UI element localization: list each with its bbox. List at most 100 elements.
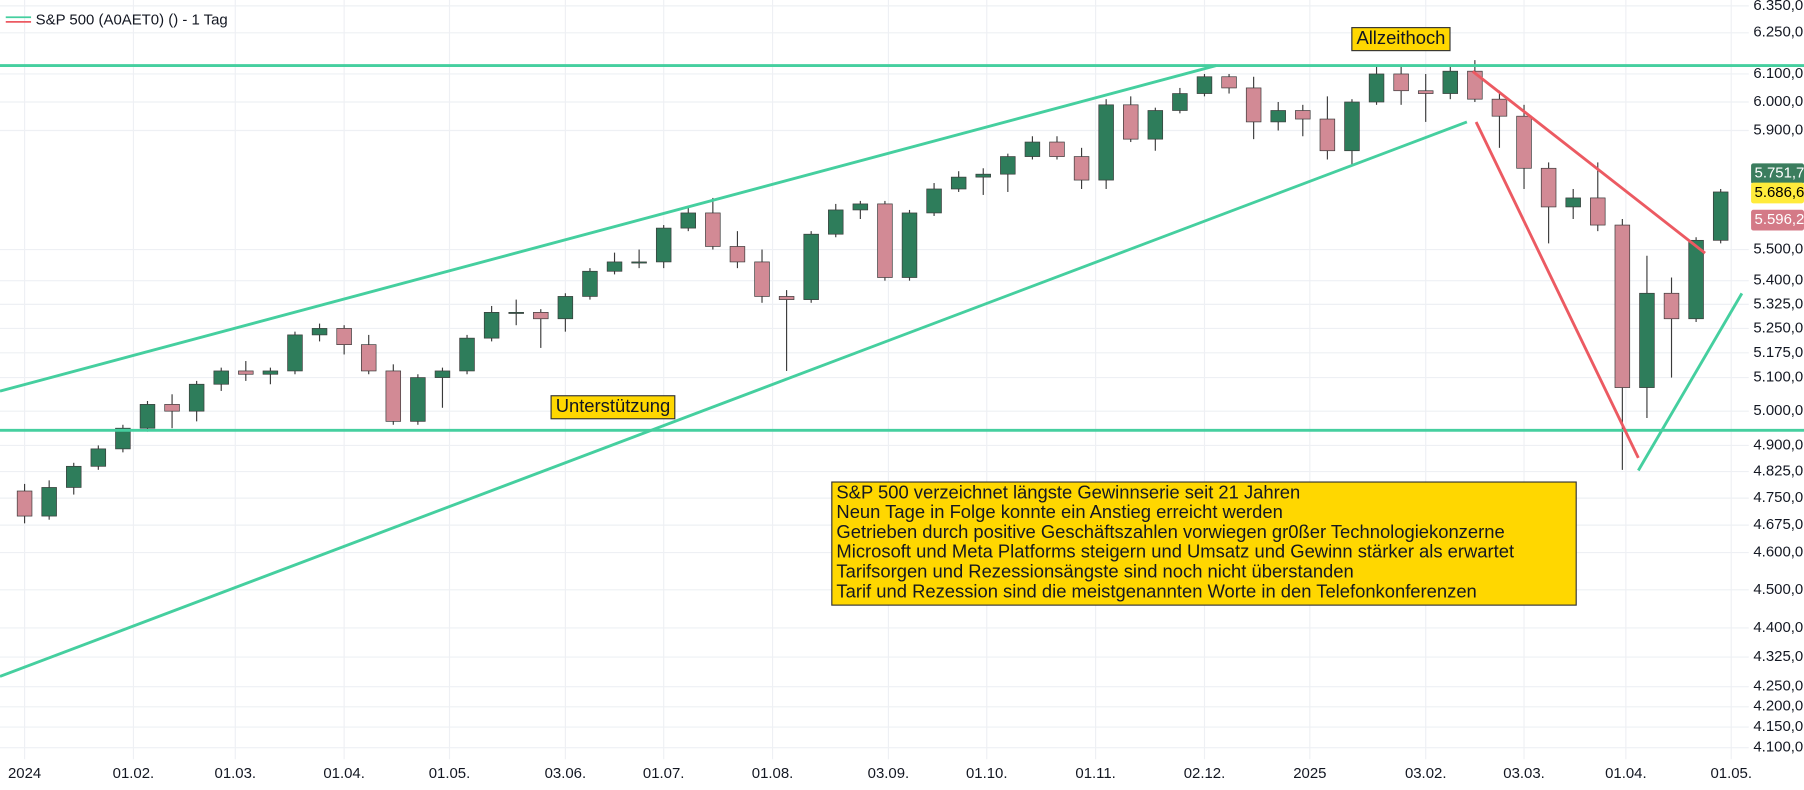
upper-channel-line — [0, 64, 1217, 393]
y-tick-label: 6.100,0 — [1753, 65, 1803, 82]
candle-body — [1516, 115, 1532, 169]
candle-body — [1417, 90, 1434, 94]
x-tick-label: 01.10. — [966, 765, 1008, 782]
candle-body — [1344, 101, 1360, 152]
candle-body — [655, 227, 672, 263]
candle-body — [1295, 110, 1311, 120]
y-tick-label: 5.000,0 — [1753, 402, 1803, 419]
candle-body — [1688, 239, 1704, 320]
y-tick-label: 5.400,0 — [1753, 272, 1803, 289]
candle-body — [631, 261, 647, 264]
support-annotation-label: Unterstützung — [556, 395, 671, 416]
news-line: Tarif und Rezession sind die meistgenann… — [836, 580, 1476, 601]
x-tick-label: 2024 — [8, 765, 41, 782]
candle-body — [1319, 118, 1336, 152]
candle-body — [582, 270, 598, 297]
candle-body — [1540, 167, 1557, 208]
news-line: S&P 500 verzeichnet längste Gewinnserie … — [836, 481, 1300, 502]
candle-body — [877, 203, 893, 278]
candle-body — [926, 188, 942, 214]
candle-body — [778, 296, 795, 300]
news-box: S&P 500 verzeichnet längste Gewinnserie … — [831, 481, 1577, 606]
candle-body — [213, 370, 229, 385]
candle-body — [1049, 141, 1065, 157]
y-tick-label: 4.500,0 — [1753, 581, 1803, 598]
x-tick-label: 01.02. — [113, 765, 155, 782]
candle-body — [287, 334, 303, 372]
candle-body — [1590, 197, 1606, 226]
candle-body — [41, 487, 57, 517]
y-tick-label: 5.100,0 — [1753, 369, 1803, 386]
candle-body — [1147, 110, 1164, 140]
candle-body — [1712, 191, 1729, 241]
candle-body — [139, 404, 156, 429]
y-tick-label: 4.600,0 — [1753, 543, 1803, 560]
y-tick-label: 4.250,0 — [1753, 678, 1803, 695]
candle-body — [1565, 197, 1581, 208]
candle-body — [1467, 70, 1483, 100]
candle-body — [459, 337, 475, 372]
candle-body — [950, 176, 967, 190]
rebound-line — [1637, 292, 1744, 472]
legend-title: S&P 500 (A0AET0) () - 1 Tag — [36, 12, 228, 29]
candle-body — [1172, 93, 1188, 111]
annotations: Allzeithoch Unterstützung S&P 500 verzeich… — [550, 27, 1577, 606]
candle-body — [410, 377, 426, 422]
x-tick-label: 03.09. — [868, 765, 910, 782]
candle-body — [901, 212, 918, 278]
candle-body — [238, 370, 254, 375]
y-tick-label: 5.175,0 — [1753, 344, 1803, 361]
ath-annotation: Allzeithoch — [1351, 27, 1451, 52]
y-tick-label: 4.825,0 — [1753, 463, 1803, 480]
y-tick-label: 4.200,0 — [1753, 698, 1803, 715]
candle-body — [1368, 73, 1385, 103]
candle-body — [1393, 73, 1409, 92]
candle-body — [1024, 141, 1041, 157]
x-tick-label: 01.05. — [429, 765, 471, 782]
support-annotation-box — [550, 395, 676, 420]
candle-body — [66, 465, 82, 488]
y-tick-label: 4.675,0 — [1753, 516, 1803, 533]
candle-body — [1000, 156, 1016, 175]
candle-body — [705, 212, 721, 247]
x-tick-label: 01.04. — [1605, 765, 1647, 782]
candle-body — [975, 173, 991, 178]
candle-body — [754, 261, 770, 297]
y-tick-label: 5.325,0 — [1753, 295, 1803, 312]
candle-body — [1123, 104, 1139, 140]
news-box-bg — [831, 481, 1577, 606]
x-tick-label: 2025 — [1293, 765, 1326, 782]
candle-body — [828, 209, 844, 235]
price-badge — [1751, 182, 1804, 204]
candle-body — [852, 203, 869, 211]
candle-body — [16, 490, 33, 517]
candle-body — [803, 233, 819, 300]
candle-body — [115, 427, 131, 450]
ath-annotation-box — [1351, 27, 1451, 52]
crash-line — [1474, 121, 1640, 459]
candle-body — [1663, 292, 1680, 320]
x-tick-label: 02.12. — [1184, 765, 1226, 782]
price-axis: 6.350,0 6.250,0 6.100,0 6.000,0 5.900,0 5.500… — [8, 0, 1804, 782]
y-tick-label: 4.900,0 — [1753, 436, 1803, 453]
candle-body — [90, 448, 107, 467]
support-annotation: Unterstützung — [550, 395, 676, 420]
y-tick-label: 5.900,0 — [1753, 121, 1803, 138]
news-line: Microsoft und Meta Platforms steigern un… — [836, 541, 1514, 562]
legend: S&P 500 (A0AET0) () - 1 Tag — [5, 12, 228, 29]
price-badge-label: 5.751,7 — [1755, 165, 1804, 182]
x-tick-label: 01.11. — [1075, 765, 1115, 782]
y-tick-label: 4.750,0 — [1753, 489, 1803, 506]
candle-body — [434, 370, 451, 378]
x-tick-label: 01.07. — [643, 765, 685, 782]
candle-body — [729, 246, 746, 263]
y-tick-label: 5.250,0 — [1753, 319, 1803, 336]
candle-body — [1491, 98, 1508, 117]
downtrend-line — [1471, 70, 1706, 255]
price-badge — [1751, 209, 1804, 231]
candle-body — [533, 312, 549, 320]
news-line: Tarifsorgen und Rezessionsängste sind no… — [836, 561, 1353, 582]
candle-body — [336, 328, 352, 345]
candle-body — [311, 328, 328, 336]
